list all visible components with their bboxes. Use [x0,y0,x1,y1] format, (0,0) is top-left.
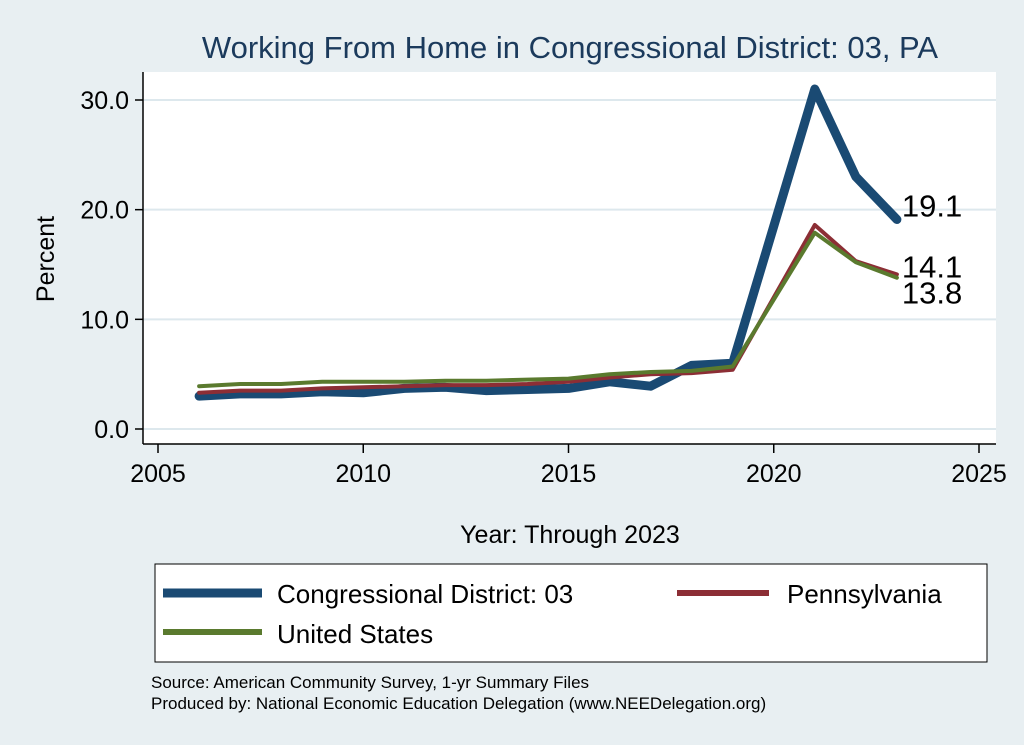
end-label-0: 19.1 [902,189,962,224]
chart-title: Working From Home in Congressional Distr… [202,30,939,65]
y-tick-label: 10.0 [80,306,129,334]
legend-label-2: United States [277,619,433,649]
y-tick-label: 20.0 [80,197,129,225]
series-lines [194,84,902,401]
legend-label-1: Pennsylvania [787,579,942,609]
y-tick-label: 30.0 [80,87,129,115]
axes: 0.0 10.0 20.0 30.0 2005 2010 2015 2020 2025 [80,72,1007,488]
x-axis-title: Year: Through 2023 [460,521,680,549]
legend-box [154,563,988,663]
x-tick-label: 2010 [335,460,391,488]
gridlines [143,99,996,430]
y-tick-label: 0.0 [94,416,129,444]
y-axis-title: Percent [32,216,60,302]
legend-label-0: Congressional District: 03 [277,579,573,609]
producer-note: Produced by: National Economic Education… [151,694,766,713]
x-tick-label: 2005 [130,460,186,488]
end-labels: 19.1 14.113.8 [902,189,962,311]
x-tick-label: 2025 [951,460,1007,488]
end-label-1: 14.1 [902,249,962,284]
legend: Congressional District: 03 Pennsylvania Un… [163,579,942,649]
series-line-2 [197,230,899,389]
x-tick-label: 2015 [541,460,597,488]
end-label-2: 13.8 [902,276,962,311]
series-line-0 [194,84,902,401]
source-note: Source: American Community Survey, 1-yr … [151,673,589,692]
x-tick-label: 2020 [746,460,802,488]
